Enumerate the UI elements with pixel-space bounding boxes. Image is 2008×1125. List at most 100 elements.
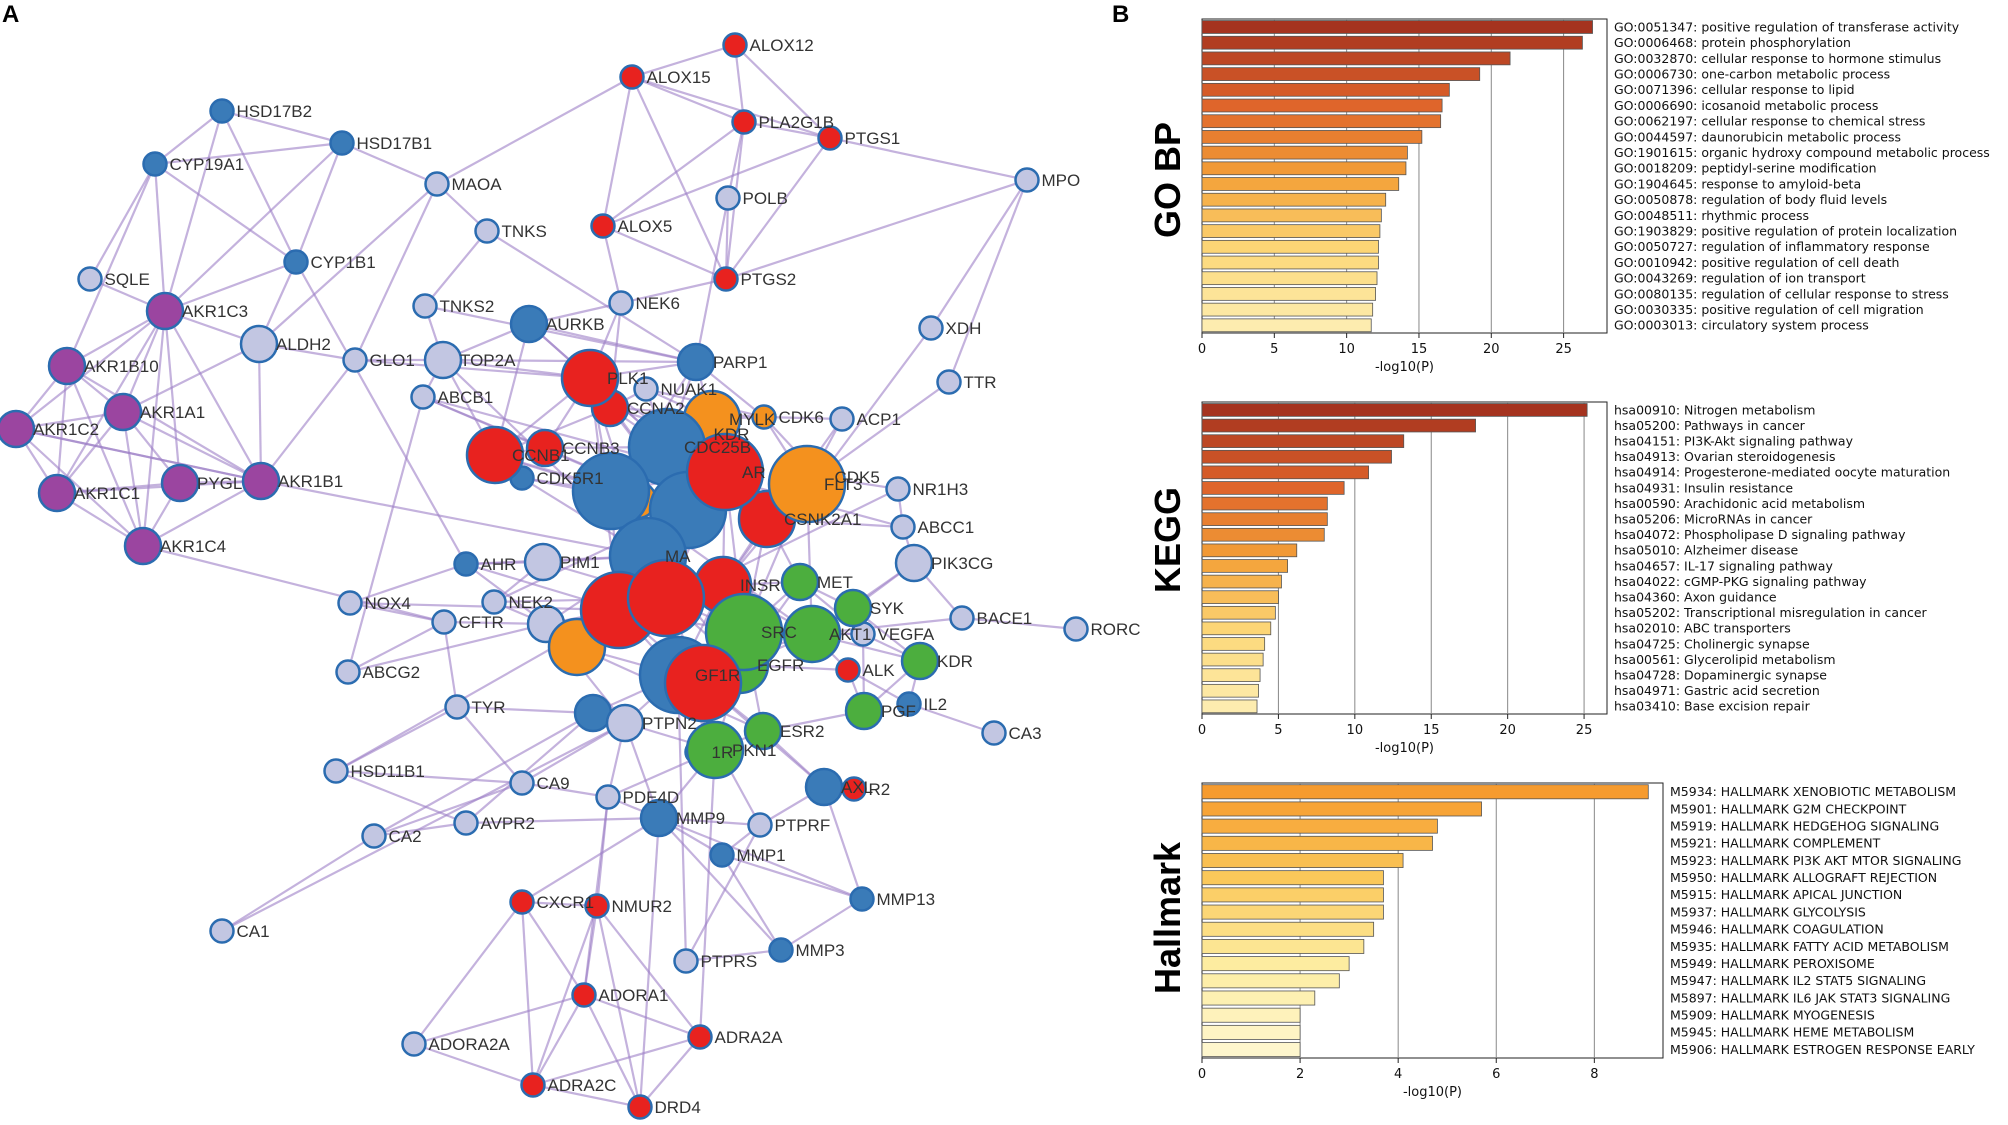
category-label: GO:0030335: positive regulation of cell …	[1614, 302, 1924, 317]
network-edge	[341, 141, 438, 186]
network-edge	[638, 817, 661, 1108]
node-circle	[804, 767, 844, 807]
node-circle	[685, 432, 765, 512]
node-circle	[663, 643, 743, 723]
node-circle	[453, 551, 479, 577]
node-circle	[423, 340, 463, 380]
network-edge	[724, 197, 730, 280]
tick-label: 15	[1423, 723, 1440, 738]
category-label: GO:1903829: positive regulation of prote…	[1614, 223, 1957, 238]
network-edge	[15, 310, 166, 430]
node-label: KDR	[937, 652, 973, 671]
category-label: GO:0006690: icosanoid metabolic process	[1614, 98, 1878, 113]
node-label: AURKB	[546, 315, 605, 334]
node-circle	[424, 171, 450, 197]
network-edge	[65, 365, 145, 547]
network-edge	[721, 854, 782, 951]
network-edge	[221, 109, 343, 145]
node-circle	[0, 409, 36, 449]
node-label: PDE4D	[623, 788, 680, 807]
category-label: M5901: HALLMARK G2M CHECKPOINT	[1670, 801, 1907, 816]
node-label: CDK5R1	[537, 469, 604, 488]
node-circle	[767, 444, 847, 524]
bar	[1201, 255, 1379, 270]
network-edge	[154, 141, 343, 166]
category-label: M5909: HALLMARK MYOGENESIS	[1670, 1008, 1875, 1023]
node-alox12	[722, 32, 748, 58]
bar	[1201, 939, 1365, 954]
node-circle	[844, 691, 884, 731]
node-nek2	[481, 589, 507, 615]
category-label: GO:0044597: daunorubicin metabolic proce…	[1614, 129, 1901, 144]
gobp-bar-chart: GO BP GO:0051347: positive regulation of…	[1147, 18, 1990, 375]
node-tnks	[474, 218, 500, 244]
network-nodes: ALOX12 ALOX15 PLA2G1B PTGS1 HSD17B2 HSD17B1 CY…	[0, 32, 1141, 1120]
tick-label: 25	[1576, 723, 1593, 738]
network-edge	[521, 901, 585, 996]
network-edge	[164, 260, 297, 313]
node-label: ADRA2A	[715, 1028, 784, 1047]
node-plk1	[560, 348, 620, 408]
category-label: M5947: HALLMARK IL2 STAT5 SIGNALING	[1670, 973, 1926, 988]
node-circle	[731, 109, 757, 135]
node-label: CDC25B	[684, 438, 751, 457]
node-label: AKR1B10	[84, 357, 159, 376]
network-edge	[373, 781, 523, 838]
node-met	[780, 562, 820, 602]
tick-label: 2	[1296, 1067, 1304, 1082]
node-label: R2	[869, 780, 891, 799]
node-label: MMP3	[796, 941, 845, 960]
node-circle	[571, 982, 597, 1008]
tick-label: 20	[1483, 342, 1500, 357]
node-circle	[713, 266, 739, 292]
node-avpr2	[453, 810, 479, 836]
network-edge	[221, 722, 626, 932]
node-maoa	[424, 171, 450, 197]
bar	[1201, 870, 1384, 886]
network-edge	[335, 769, 467, 825]
network-edge	[65, 163, 157, 367]
node-circle	[595, 784, 621, 810]
node-ca2	[361, 823, 387, 849]
network-edge	[89, 163, 156, 280]
bar	[1201, 543, 1298, 558]
bar	[1201, 481, 1345, 495]
network-edge	[528, 322, 697, 364]
node-adra2c	[520, 1072, 546, 1098]
node-circle	[685, 720, 745, 780]
node-parp1	[676, 342, 716, 382]
network-edge	[436, 76, 633, 185]
node-adora2a	[401, 1031, 427, 1057]
bar	[1201, 621, 1272, 636]
network-edge	[658, 817, 782, 951]
node-circle	[949, 605, 975, 631]
network-edge	[465, 712, 594, 824]
node-circle	[608, 290, 634, 316]
node-acp1	[829, 406, 855, 432]
node-label: CCNA2	[627, 399, 685, 418]
node-label: AKR1C4	[160, 537, 226, 556]
bar	[1201, 1007, 1301, 1023]
network-edge	[601, 225, 623, 304]
category-label: hsa04913: Ovarian steroidogenesis	[1614, 449, 1836, 464]
network-edge	[631, 43, 736, 79]
node-xdh	[918, 315, 944, 341]
network-edge	[620, 277, 727, 305]
tick-label: 4	[1394, 1067, 1402, 1082]
node-il2	[896, 691, 922, 717]
node-label: FLT3	[824, 475, 862, 494]
node-circle	[444, 694, 470, 720]
network-edge	[631, 76, 727, 280]
node-adra2a	[687, 1024, 713, 1050]
node-pde4d	[595, 784, 621, 810]
hallmark-section-title: Hallmark	[1147, 841, 1188, 994]
bar	[1201, 20, 1593, 34]
network-edge	[456, 706, 523, 784]
bar	[1201, 784, 1649, 800]
node-circle	[37, 473, 77, 513]
node-circle	[335, 659, 361, 685]
network-edge	[685, 948, 782, 963]
node-label: SRC	[761, 623, 797, 642]
node-label: PLK1	[607, 369, 649, 388]
node-top2a	[423, 340, 463, 380]
